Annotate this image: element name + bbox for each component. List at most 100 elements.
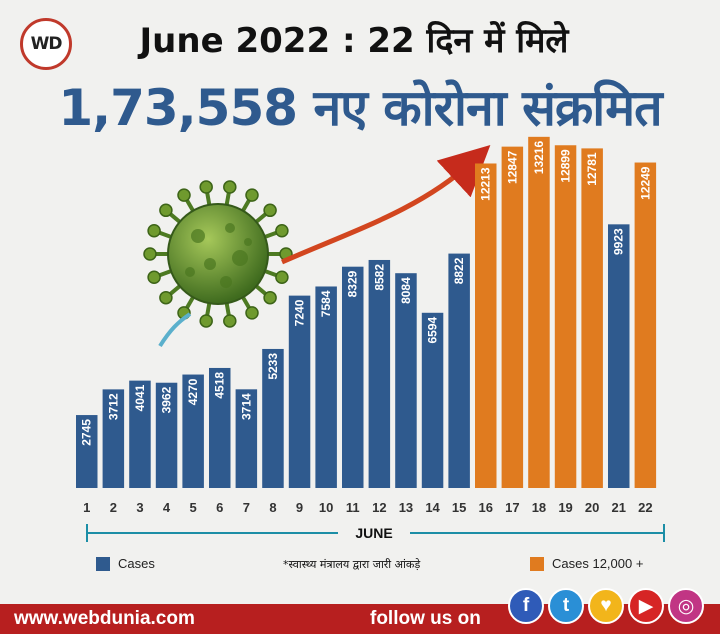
x-tick-label: 1 (83, 500, 90, 515)
bar-value-label: 12213 (479, 167, 493, 201)
virus-spike-tip (263, 290, 277, 305)
bar-value-label: 8084 (399, 277, 413, 304)
x-tick-label: 9 (296, 500, 303, 515)
footer-follow-text: follow us on (370, 608, 481, 629)
bar-value-label: 13216 (532, 141, 546, 175)
bar-value-label: 9923 (612, 228, 626, 255)
bar-day-2 (102, 389, 125, 488)
virus-spike-tip (275, 270, 289, 285)
x-tick-label: 8 (269, 500, 276, 515)
bar-day-22 (634, 162, 657, 489)
bar-value-label: 12899 (559, 149, 573, 183)
x-tick-label: 7 (243, 500, 250, 515)
x-tick-label: 3 (136, 500, 143, 515)
virus-spike-tip (245, 306, 259, 320)
bar-day-9 (288, 295, 311, 488)
x-tick-label: 20 (585, 500, 599, 515)
koo-icon[interactable]: ♥ (588, 588, 624, 624)
footer-url[interactable]: www.webdunia.com (14, 608, 195, 629)
x-tick-label: 18 (532, 500, 546, 515)
instagram-icon[interactable]: ◎ (668, 588, 704, 624)
twitter-icon[interactable]: t (548, 588, 584, 624)
legend-swatch-cases (96, 556, 110, 571)
legend-swatch-high (530, 556, 544, 571)
bar-day-1 (76, 415, 98, 488)
bar-day-16 (475, 163, 497, 488)
legend-label-cases: Cases (118, 556, 155, 571)
bar-value-label: 3712 (106, 393, 120, 420)
x-tick-label: 16 (479, 500, 493, 515)
bar-value-label: 4041 (133, 384, 147, 411)
bar-value-label: 6594 (426, 316, 440, 343)
bar-day-18 (528, 136, 550, 488)
source-note: *स्वास्थ्य मंत्रालय द्वारा जारी आंकड़े (283, 558, 421, 571)
bar-value-label: 7240 (293, 299, 307, 326)
youtube-icon[interactable]: ▶ (628, 588, 664, 624)
bar-day-11 (342, 266, 364, 488)
x-tick-label: 19 (558, 500, 572, 515)
virus-spike-tip (147, 270, 161, 285)
facebook-icon[interactable]: f (508, 588, 544, 624)
chart-title: June 2022 : 22 दिन में मिले (139, 21, 569, 61)
logo-text: WD (30, 34, 63, 54)
legend-high-cases: Cases 12,000 + (530, 556, 643, 571)
bar-day-13 (395, 273, 417, 488)
bar-value-label: 12847 (505, 150, 519, 184)
bar-value-label: 8822 (452, 257, 466, 284)
bar-day-4 (155, 382, 178, 488)
bar-day-7 (235, 389, 258, 488)
bar-day-21 (608, 224, 630, 488)
trend-arrow-tail (158, 312, 192, 348)
legend-label-high: Cases 12,000 + (552, 556, 644, 571)
virus-illustration (143, 180, 293, 328)
bar-value-label: 4270 (186, 378, 200, 405)
x-tick-label: 2 (110, 500, 117, 515)
x-tick-label: 17 (505, 500, 519, 515)
x-tick-label: 5 (190, 500, 197, 515)
bar-value-label: 4518 (213, 372, 227, 399)
bar-value-label: 12249 (638, 166, 652, 200)
webdunia-logo: WD (20, 18, 72, 70)
bar-value-label: 2745 (80, 419, 94, 446)
virus-spot (220, 276, 232, 288)
x-tick-label: 21 (612, 500, 626, 515)
bar-day-12 (368, 259, 391, 488)
bar-value-label: 5233 (266, 353, 280, 380)
bar-day-17 (501, 146, 524, 489)
virus-spike-tip (245, 188, 259, 202)
x-tick-label: 10 (319, 500, 333, 515)
virus-spike-tip (199, 180, 213, 194)
bar-day-3 (129, 380, 151, 488)
trend-arrow (280, 145, 491, 265)
virus-spot (244, 238, 252, 246)
virus-spike-tip (159, 203, 173, 218)
legend-cases: Cases (96, 556, 155, 571)
x-tick-label: 4 (163, 500, 171, 515)
bar-value-label: 8329 (346, 270, 360, 297)
virus-spot (225, 223, 235, 233)
bar-value-label: 12781 (585, 152, 599, 186)
virus-spot (185, 267, 195, 277)
virus-spike-tip (223, 314, 237, 328)
bar-day-5 (182, 374, 204, 488)
x-tick-label: 12 (372, 500, 386, 515)
bar-value-label: 3962 (160, 386, 174, 413)
x-tick-label: 13 (399, 500, 413, 515)
bar-value-label: 8582 (372, 264, 386, 291)
virus-spike-tip (177, 188, 191, 202)
x-tick-label: 15 (452, 500, 466, 515)
virus-body (167, 203, 269, 305)
virus-spike-tip (275, 223, 289, 238)
virus-spike-tip (143, 247, 157, 261)
virus-spike-tip (159, 290, 173, 305)
bar-day-20 (581, 148, 603, 488)
x-tick-label: 6 (216, 500, 223, 515)
x-tick-label: 11 (346, 500, 360, 515)
virus-spike-tip (263, 203, 277, 218)
bar-day-8 (262, 348, 284, 488)
bar-day-15 (448, 253, 470, 488)
chart-subtitle: 1,73,558 नए कोरोना संक्रमित (58, 79, 662, 137)
virus-spot (204, 258, 216, 270)
bar-value-label: 3714 (239, 393, 253, 420)
virus-spike-tip (199, 314, 213, 328)
